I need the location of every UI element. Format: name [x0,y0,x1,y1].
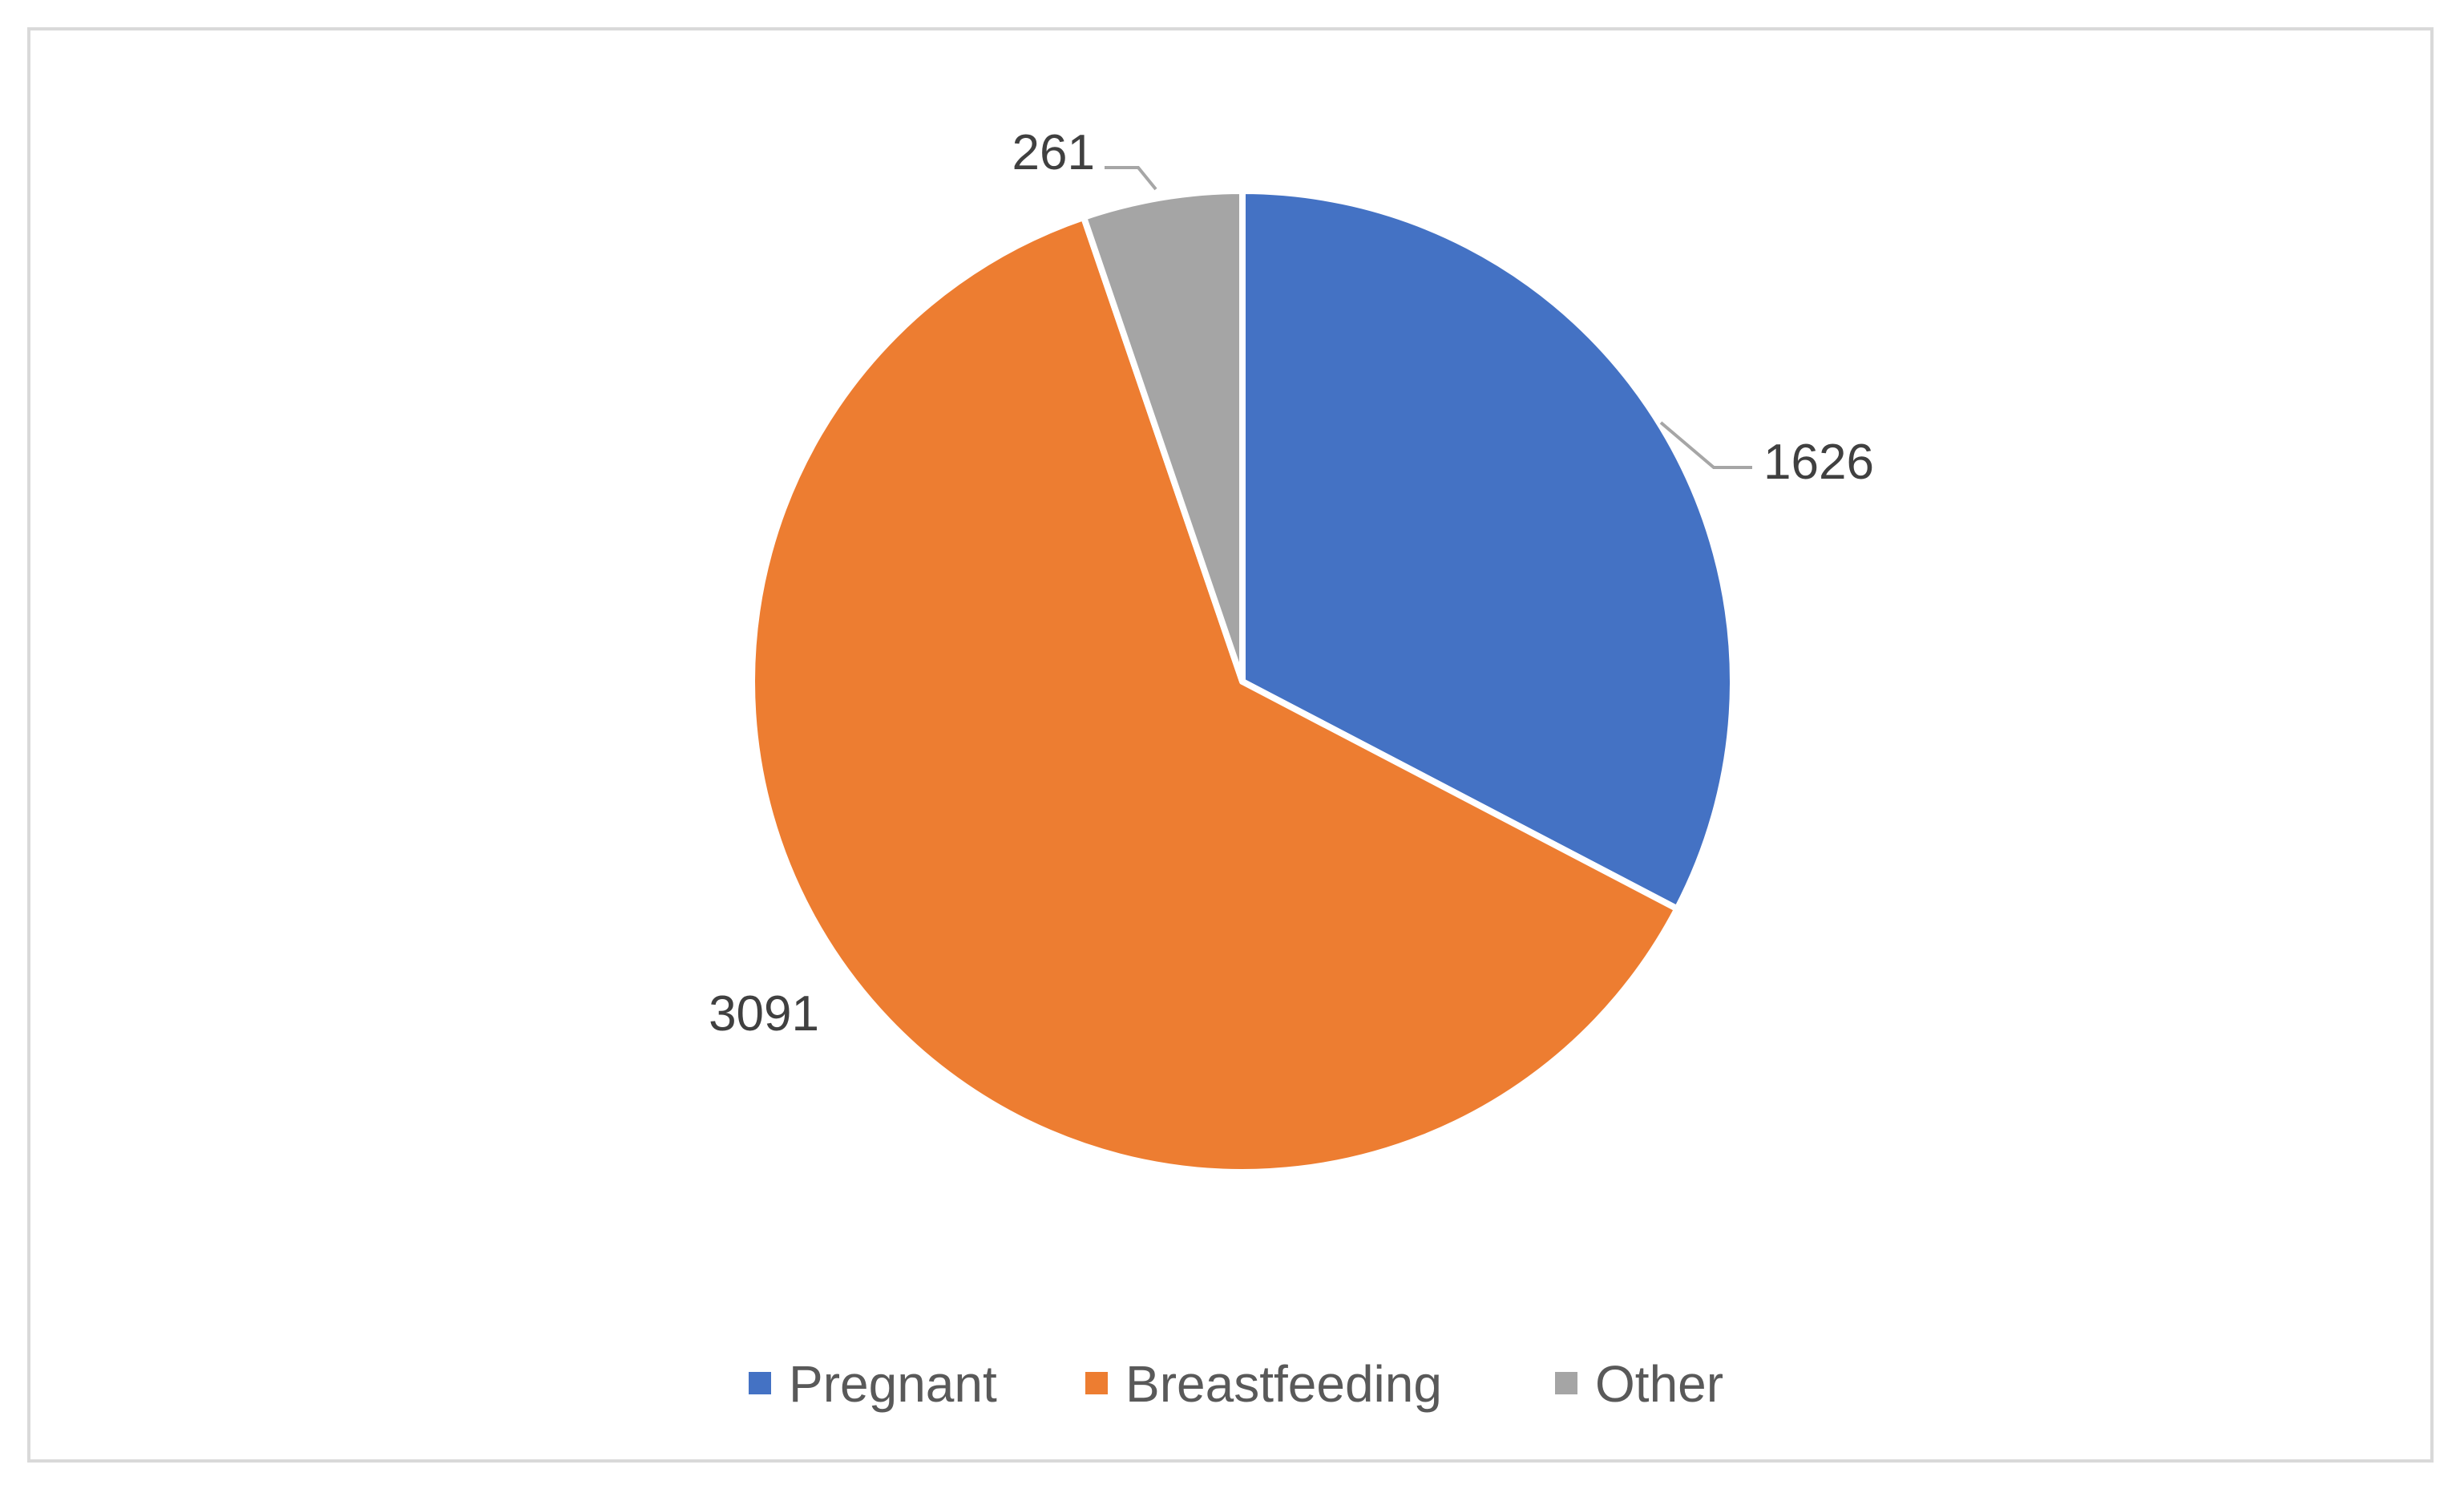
legend-swatch-pregnant [749,1372,771,1394]
pie-slices [749,188,1736,1175]
legend-label-pregnant: Pregnant [789,1355,997,1413]
legend-label-other: Other [1595,1355,1723,1413]
legend-item-breastfeeding: Breastfeeding [1085,1355,1442,1413]
data-label-pregnant: 1626 [1763,435,1874,490]
pie-slice-pregnant [1239,188,1736,912]
legend-item-other: Other [1555,1355,1723,1413]
legend-label-breastfeeding: Breastfeeding [1125,1355,1442,1413]
data-label-breastfeeding: 3091 [709,986,819,1042]
legend-swatch-breastfeeding [1085,1372,1108,1394]
legend-item-pregnant: Pregnant [749,1355,997,1413]
leader-line-other [1105,166,1157,191]
legend-swatch-other [1555,1372,1577,1394]
pie-slice-other [1081,188,1246,685]
data-labels: 1626 3091 261 [709,125,1874,1042]
legend: Pregnant Breastfeeding Other [749,1355,1723,1413]
leader-line-pregnant [1659,421,1752,469]
pie-slice-breastfeeding [749,213,1681,1175]
data-label-other: 261 [1012,125,1095,180]
leader-lines [1105,166,1752,469]
